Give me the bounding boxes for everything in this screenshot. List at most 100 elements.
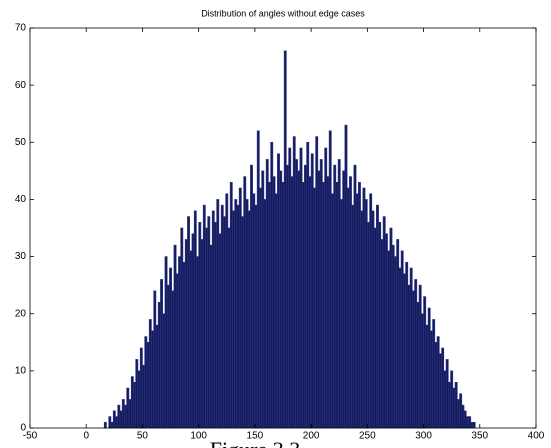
bar	[211, 210, 215, 429]
bar	[340, 199, 343, 429]
bar	[151, 330, 154, 429]
bar	[326, 176, 330, 429]
y-tick-label: 0	[20, 423, 26, 434]
bar	[430, 330, 433, 429]
bar	[414, 279, 418, 429]
bar	[319, 159, 323, 429]
bar	[119, 410, 123, 429]
bar	[409, 267, 413, 429]
bar	[277, 153, 280, 429]
bar	[465, 416, 469, 429]
bar	[268, 181, 271, 429]
bar	[412, 290, 415, 429]
axes-box	[29, 27, 537, 429]
bar	[247, 210, 251, 429]
y-tick-label: 70	[15, 23, 27, 34]
bar	[103, 421, 107, 429]
bar	[403, 273, 406, 429]
bar	[182, 261, 186, 429]
bar	[288, 147, 292, 429]
bar	[171, 290, 175, 429]
bar	[459, 393, 463, 429]
bar	[463, 410, 467, 429]
bar	[382, 216, 386, 429]
bar	[387, 250, 391, 429]
bar	[144, 336, 148, 429]
bar	[137, 370, 141, 429]
bar	[236, 204, 240, 429]
bar	[447, 381, 451, 429]
bar	[162, 313, 166, 429]
bar	[220, 204, 224, 429]
bar	[425, 324, 429, 429]
bar	[286, 164, 289, 429]
bar	[193, 210, 197, 429]
bar	[265, 159, 269, 429]
bar	[362, 187, 366, 429]
bar	[209, 244, 213, 429]
bar	[270, 141, 274, 429]
bar	[337, 159, 341, 429]
bar	[360, 210, 364, 429]
y-tick-label: 20	[15, 308, 27, 319]
bar	[283, 50, 287, 429]
bar	[423, 296, 427, 429]
bar	[331, 193, 334, 429]
bar	[468, 416, 472, 429]
bar	[146, 341, 150, 429]
bar	[232, 210, 235, 429]
bar	[166, 284, 170, 429]
y-tick-label: 40	[15, 194, 27, 205]
bar	[214, 221, 217, 429]
bar	[394, 256, 397, 429]
bar	[306, 141, 310, 429]
bar	[391, 244, 395, 429]
bar	[184, 239, 188, 429]
bar	[292, 136, 296, 429]
bar	[358, 181, 361, 429]
bar	[153, 290, 157, 429]
bar	[450, 370, 454, 429]
bar	[434, 341, 438, 429]
bar	[324, 147, 328, 429]
bar	[389, 227, 393, 429]
x-tick-label: 50	[137, 431, 149, 442]
bar	[335, 181, 339, 429]
bar	[355, 193, 359, 429]
bar	[405, 261, 409, 429]
bar	[250, 164, 253, 429]
y-tick-label: 30	[15, 251, 27, 262]
x-tick-label: 100	[190, 431, 207, 442]
bar	[443, 370, 447, 429]
bar	[117, 404, 121, 429]
bar	[180, 227, 184, 429]
bar	[304, 164, 307, 429]
bar	[436, 336, 440, 429]
bar	[135, 359, 139, 429]
bar	[223, 216, 226, 429]
bar	[371, 210, 375, 429]
bar	[139, 347, 143, 429]
bar	[200, 239, 204, 429]
bar	[290, 176, 294, 429]
bar	[205, 227, 208, 429]
bar	[272, 176, 276, 429]
bar	[256, 130, 260, 429]
bar	[238, 187, 242, 429]
bar	[189, 250, 193, 429]
bar	[308, 176, 312, 429]
bar	[333, 164, 337, 429]
bar	[259, 187, 262, 429]
bar	[191, 233, 195, 429]
bar	[310, 153, 314, 429]
bar	[157, 301, 161, 429]
bar	[263, 199, 267, 429]
bar	[274, 193, 278, 429]
bar	[112, 410, 116, 429]
bar	[229, 181, 233, 429]
bar	[196, 256, 199, 429]
bar	[155, 324, 159, 429]
bar	[315, 136, 319, 429]
bar	[279, 170, 283, 429]
